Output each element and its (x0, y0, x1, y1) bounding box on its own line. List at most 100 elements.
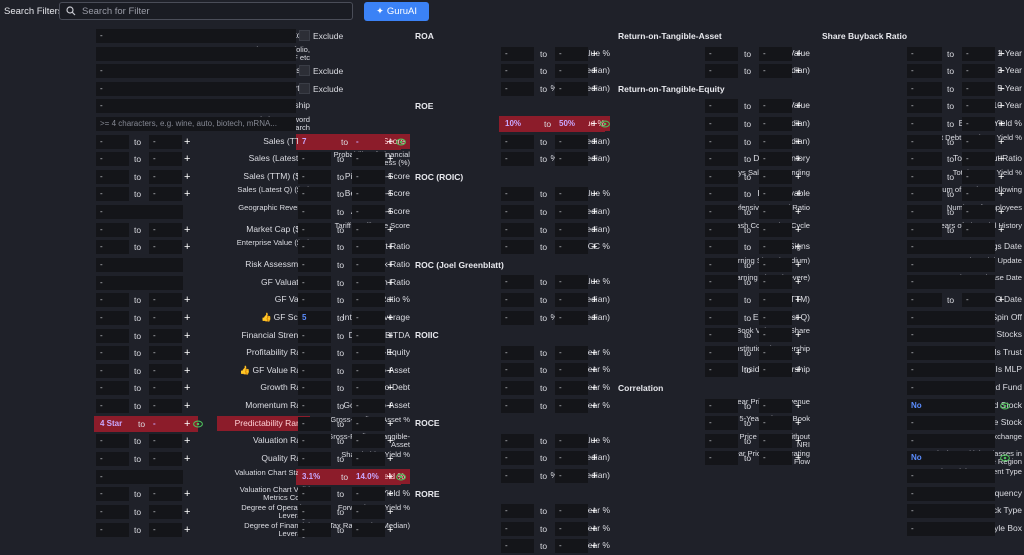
range-from-input[interactable]: - (705, 117, 738, 131)
range-from-input[interactable]: - (705, 257, 738, 272)
range-from-input[interactable]: - (96, 152, 129, 166)
add-icon[interactable]: + (184, 224, 191, 236)
add-icon[interactable]: + (998, 223, 1005, 236)
range-from-input[interactable]: - (501, 293, 534, 307)
add-icon[interactable]: + (184, 294, 191, 306)
add-icon[interactable]: + (184, 524, 191, 536)
range-from-input[interactable]: - (96, 364, 129, 378)
range-from-input[interactable]: - (705, 293, 738, 307)
add-icon[interactable]: + (387, 153, 394, 165)
range-to-input[interactable]: - (555, 222, 588, 237)
range-to-input[interactable]: - (759, 433, 792, 448)
add-icon[interactable]: + (998, 47, 1005, 60)
add-icon[interactable]: + (591, 382, 598, 394)
range-to-input[interactable]: - (555, 398, 588, 413)
eye-icon[interactable] (1000, 401, 1010, 411)
range-from-input[interactable]: - (907, 187, 942, 202)
search-box[interactable] (59, 2, 353, 20)
add-icon[interactable]: + (387, 506, 394, 518)
range-from-input[interactable]: - (96, 505, 129, 519)
range-from-input[interactable]: - (705, 398, 738, 413)
range-from-input[interactable]: 10% (501, 117, 534, 131)
range-to-input[interactable]: - (149, 523, 182, 537)
add-icon[interactable]: + (591, 505, 598, 518)
range-from-input[interactable]: - (298, 152, 331, 166)
add-icon[interactable]: + (795, 294, 802, 306)
range-to-input[interactable]: - (759, 64, 792, 79)
add-icon[interactable]: + (795, 118, 802, 130)
range-to-input[interactable]: - (149, 311, 182, 325)
add-icon[interactable]: + (387, 400, 394, 412)
range-to-input[interactable]: - (555, 345, 588, 360)
eye-icon[interactable] (600, 119, 610, 129)
add-icon[interactable]: + (184, 365, 191, 377)
filter-value-input[interactable]: No (907, 451, 995, 466)
range-to-input[interactable]: - (759, 310, 792, 325)
range-from-input[interactable]: - (298, 399, 331, 413)
add-icon[interactable]: + (795, 399, 802, 412)
add-icon[interactable]: + (591, 540, 598, 553)
eye-icon[interactable] (1000, 453, 1010, 463)
range-to-input[interactable]: - (759, 187, 792, 202)
eye-icon[interactable] (396, 472, 406, 482)
range-to-input[interactable]: - (149, 434, 182, 448)
range-to-input[interactable]: - (759, 240, 792, 255)
range-to-input[interactable]: - (962, 134, 995, 149)
range-from-input[interactable]: - (298, 293, 331, 307)
add-icon[interactable]: + (184, 418, 191, 430)
add-icon[interactable]: + (591, 311, 598, 324)
range-from-input[interactable]: - (705, 275, 738, 290)
range-to-input[interactable]: - (149, 187, 182, 201)
range-from-input[interactable]: - (705, 328, 738, 343)
filter-value-input[interactable]: No (907, 398, 995, 413)
add-icon[interactable]: + (795, 346, 802, 359)
range-to-input[interactable]: - (759, 169, 792, 184)
range-from-input[interactable]: - (501, 451, 534, 466)
range-from-input[interactable]: - (705, 134, 738, 149)
add-icon[interactable]: + (387, 382, 394, 394)
add-icon[interactable]: + (795, 47, 802, 60)
add-icon[interactable]: + (387, 524, 394, 536)
add-icon[interactable]: + (184, 153, 191, 165)
range-from-input[interactable]: - (298, 223, 331, 237)
add-icon[interactable]: + (184, 382, 191, 394)
range-to-input[interactable]: - (352, 452, 385, 466)
add-icon[interactable]: + (998, 153, 1005, 166)
filter-value-input[interactable]: - (96, 258, 183, 272)
range-from-input[interactable]: - (501, 363, 534, 378)
range-from-input[interactable]: - (501, 521, 534, 536)
range-to-input[interactable]: - (962, 64, 995, 79)
exclude-checkbox[interactable] (299, 30, 310, 41)
add-icon[interactable]: + (184, 488, 191, 500)
range-to-input[interactable]: - (352, 329, 385, 343)
add-icon[interactable]: + (998, 135, 1005, 148)
range-from-input[interactable]: - (96, 487, 129, 501)
range-to-input[interactable]: - (352, 505, 385, 519)
range-from-input[interactable]: - (907, 134, 942, 149)
range-to-input[interactable]: - (962, 46, 995, 61)
filter-value-input[interactable] (96, 47, 296, 61)
range-to-input[interactable]: - (352, 381, 385, 395)
range-to-input[interactable]: - (149, 364, 182, 378)
add-icon[interactable]: + (387, 365, 394, 377)
filter-value-input[interactable]: - (907, 381, 995, 395)
range-to-input[interactable]: - (149, 329, 182, 343)
range-from-input[interactable]: - (705, 99, 738, 114)
add-icon[interactable]: + (998, 170, 1005, 183)
add-icon[interactable]: + (998, 118, 1005, 130)
range-from-input[interactable]: - (298, 187, 331, 201)
range-from-input[interactable]: - (298, 205, 331, 219)
filter-value-input[interactable]: - (96, 276, 183, 290)
add-icon[interactable]: + (591, 346, 598, 359)
add-icon[interactable]: + (795, 135, 802, 148)
range-from-input[interactable]: - (96, 381, 129, 395)
range-from-input[interactable]: - (298, 170, 331, 184)
filter-value-input[interactable]: - (96, 29, 296, 43)
eye-icon[interactable] (193, 419, 203, 429)
range-from-input[interactable]: - (96, 523, 129, 537)
add-icon[interactable]: + (387, 488, 394, 500)
range-to-input[interactable]: - (962, 117, 995, 131)
range-to-input[interactable]: - (352, 187, 385, 201)
range-from-input[interactable]: - (501, 64, 534, 79)
range-to-input[interactable]: - (555, 205, 588, 219)
